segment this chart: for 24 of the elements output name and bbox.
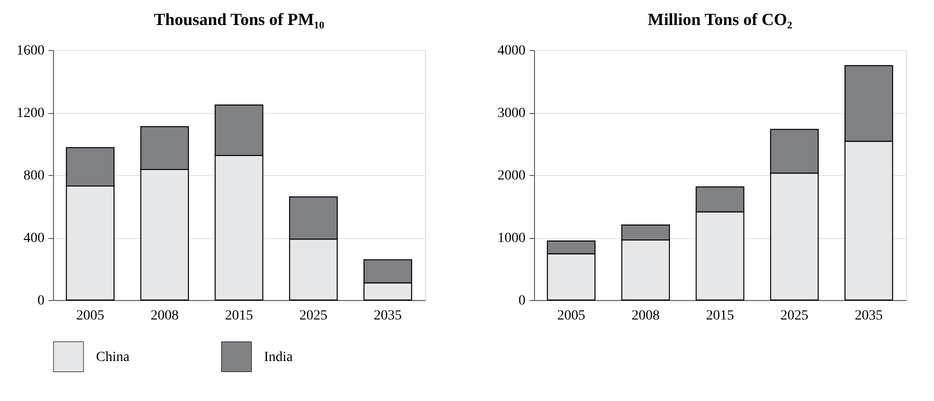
y-tick-label: 1000	[498, 231, 526, 246]
y-tick-label: 800	[24, 168, 44, 184]
y-tick-label: 3000	[498, 106, 526, 121]
x-tick-label: 2025	[780, 308, 808, 324]
legend-label: China	[96, 350, 130, 365]
x-tick-label: 2005	[557, 308, 586, 324]
legend-label: India	[264, 350, 294, 365]
y-tick-label: 4000	[498, 44, 526, 58]
x-tick-label: 2015	[225, 308, 253, 324]
y-tick-label: 0	[38, 294, 44, 308]
chart-title: Thousand Tons of PM₁₀	[154, 10, 324, 29]
x-tick-label: 2025	[299, 308, 328, 324]
x-tick-label: 2035	[854, 308, 883, 324]
y-tick-label: 1600	[16, 44, 44, 58]
y-tick-label: 0	[518, 294, 526, 308]
x-tick-label: 2008	[150, 308, 179, 324]
y-tick-label: 2000	[498, 168, 526, 184]
y-tick-label: 1200	[16, 106, 44, 121]
y-tick-label: 400	[24, 231, 44, 246]
x-tick-label: 2005	[76, 308, 104, 324]
chart-title: Million Tons of CO₂	[648, 10, 792, 29]
x-tick-label: 2035	[374, 308, 402, 324]
x-tick-label: 2008	[632, 308, 660, 324]
x-tick-label: 2015	[706, 308, 734, 324]
